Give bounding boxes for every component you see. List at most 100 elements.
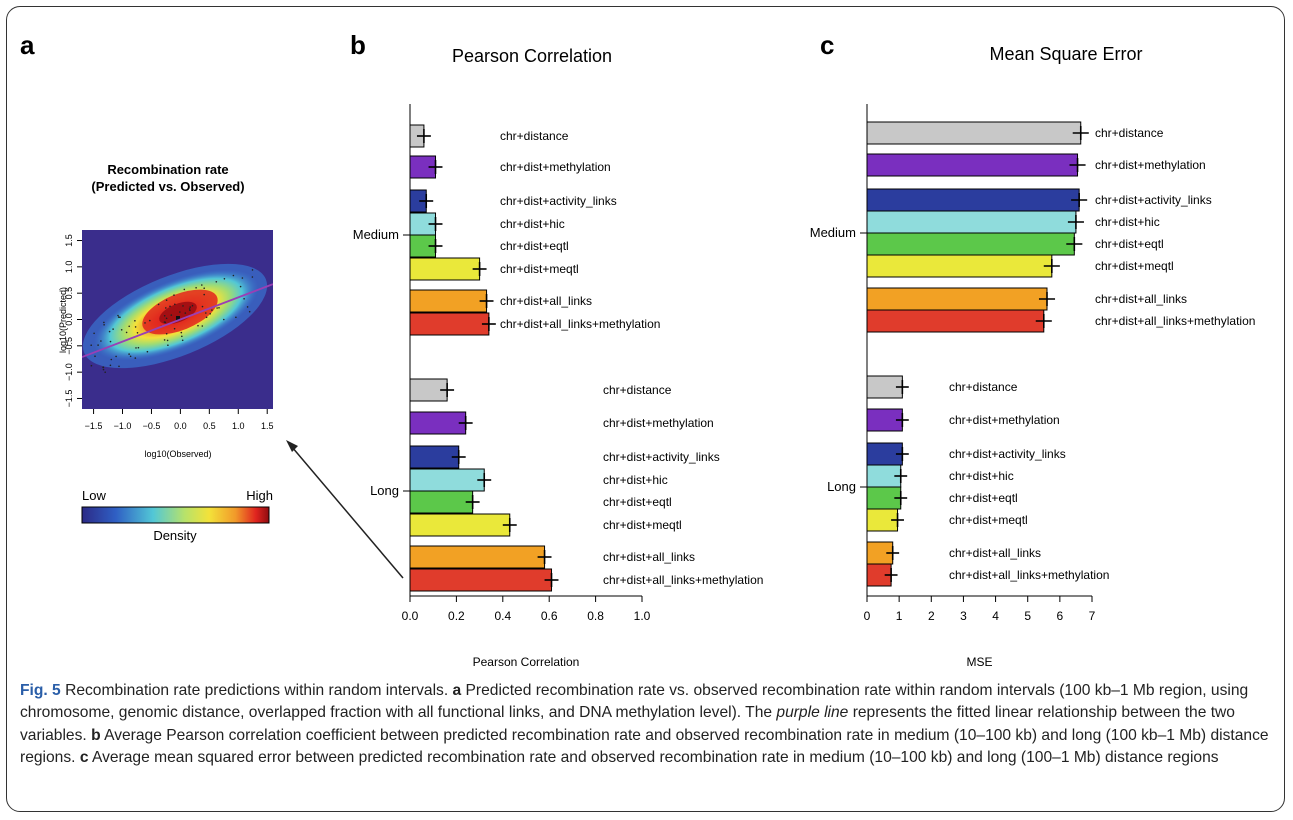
heatmap-dot xyxy=(235,316,237,319)
heatmap-dot xyxy=(136,332,139,334)
bar-label-long-7: chr+dist+all_links+methylation xyxy=(603,573,763,587)
heatmap-dot xyxy=(248,310,251,313)
heatmap-panel: Recombination rate (Predicted vs. Observ… xyxy=(58,162,273,543)
x-tick-label-3: 0.6 xyxy=(541,609,558,623)
heatmap-dot xyxy=(134,320,136,322)
heatmap-dot xyxy=(179,311,181,313)
caption-sentence-2: Predicted recombination rate vs. observe… xyxy=(20,682,1249,722)
bar-long-1 xyxy=(409,411,467,435)
panel-c-title: Mean Square Error xyxy=(989,44,1142,64)
heatmap-dot xyxy=(201,325,204,327)
bar-long-6 xyxy=(409,545,546,569)
heatmap-dot xyxy=(118,365,120,368)
bar-label-medium-0: chr+distance xyxy=(500,129,569,143)
bar-label-medium-1: chr+dist+methylation xyxy=(1095,158,1206,172)
heatmap-dot xyxy=(211,309,213,311)
caption-letter-a: a xyxy=(452,682,462,699)
colorbar-density-label: Density xyxy=(153,528,197,543)
heatmap-dot xyxy=(120,329,123,331)
heatmap-title-line2: (Predicted vs. Observed) xyxy=(91,179,244,194)
bar-medium-6 xyxy=(409,289,488,313)
heatmap-dot xyxy=(100,340,102,342)
colorbar-low-label: Low xyxy=(82,488,106,503)
bar-label-long-4: chr+dist+eqtl xyxy=(949,491,1018,505)
heatmap-dot xyxy=(181,339,184,342)
bar-label-long-2: chr+dist+activity_links xyxy=(949,447,1066,461)
bar-label-medium-6: chr+dist+all_links xyxy=(500,294,592,308)
heatmap-dot xyxy=(180,331,183,334)
heatmap-dot xyxy=(117,314,119,317)
group-label-medium: Medium xyxy=(353,227,399,242)
heatmap-dot xyxy=(129,355,132,358)
heatmap-dot xyxy=(167,344,169,347)
heatmap-title-line1: Recombination rate xyxy=(107,162,228,177)
heatmap-dot xyxy=(201,284,203,286)
heatmap-dot xyxy=(102,366,104,369)
heatmap-dot xyxy=(157,303,160,306)
heatmap-dot xyxy=(109,340,112,343)
heatmap-dot xyxy=(117,316,120,318)
heatmap-dot xyxy=(181,335,183,338)
heatmap-dot xyxy=(93,332,95,335)
heatmap-dot xyxy=(205,312,207,314)
heatmap-dot xyxy=(173,294,175,296)
heatmap-dot xyxy=(137,346,140,349)
heatmap-dot xyxy=(189,309,191,312)
bar-label-medium-7: chr+dist+all_links+methylation xyxy=(500,317,660,331)
bar-medium-4 xyxy=(866,232,1075,256)
x-tick-label-6: 6 xyxy=(1057,609,1064,623)
caption-letter-c: c xyxy=(79,748,89,766)
bar-label-long-2: chr+dist+activity_links xyxy=(603,450,720,464)
heatmap-dot xyxy=(135,347,137,349)
bar-medium-2 xyxy=(866,188,1080,212)
heatmap-y-tick-label-2: −0.5 xyxy=(64,337,74,355)
heatmap-y-tick-label-3: 0.0 xyxy=(64,313,74,326)
heatmap-dot xyxy=(215,281,218,283)
group-label-medium: Medium xyxy=(810,225,856,240)
heatmap-dot xyxy=(103,324,105,326)
heatmap-dot xyxy=(201,305,204,308)
heatmap-dot xyxy=(203,287,205,290)
heatmap-x-tick-label-0: −1.5 xyxy=(85,421,103,431)
bar-label-long-4: chr+dist+eqtl xyxy=(603,495,672,509)
heatmap-dot xyxy=(146,350,149,353)
heatmap-dot xyxy=(209,313,211,315)
bar-label-long-6: chr+dist+all_links xyxy=(949,546,1041,560)
caption-purple-line: purple line xyxy=(776,704,849,722)
bar-long-3 xyxy=(409,468,485,492)
heatmap-dot xyxy=(232,274,235,277)
density-colorbar xyxy=(81,506,270,524)
heatmap-density xyxy=(82,263,273,374)
heatmap-dot xyxy=(102,368,105,371)
x-tick-label-3: 3 xyxy=(960,609,967,623)
heatmap-xlabel: log10(Observed) xyxy=(144,449,211,459)
panel-letter-a: a xyxy=(20,30,35,60)
heatmap-dot xyxy=(188,308,191,310)
bar-label-medium-0: chr+distance xyxy=(1095,126,1164,140)
bar-medium-0 xyxy=(866,121,1082,145)
panel-letter-c: c xyxy=(820,30,834,60)
group-label-long: Long xyxy=(370,483,399,498)
heatmap-dot xyxy=(97,344,99,346)
heatmap-dot xyxy=(197,324,199,327)
heatmap-ylabel: log10(Predicted) xyxy=(58,287,68,353)
heatmap-dot xyxy=(90,344,92,347)
heatmap-y-tick-label-5: 1.0 xyxy=(64,261,74,274)
bar-medium-5 xyxy=(866,254,1053,278)
heatmap-dot xyxy=(128,325,130,328)
heatmap-dot xyxy=(149,319,151,322)
heatmap-axes: −1.5 −1.5 −1.0 −1.0 −0.5 −0.5 0.0 0.0 0.5 0.5 1.0 1… xyxy=(64,234,273,431)
heatmap-dot xyxy=(163,321,166,323)
heatmap-dot xyxy=(125,331,128,334)
mse-bar-chart: 0 1 2 3 4 5 6 7 MSE Medium chr+distance chr+dist+me… xyxy=(810,104,1255,669)
x-tick-label-4: 4 xyxy=(992,609,999,623)
bar-label-long-5: chr+dist+meqtl xyxy=(949,513,1028,527)
x-tick-label-2: 2 xyxy=(928,609,935,623)
heatmap-dot xyxy=(109,364,112,367)
heatmap-dot xyxy=(94,355,96,358)
heatmap-y-tick-label-1: −1.0 xyxy=(64,363,74,381)
heatmap-dot xyxy=(182,305,184,307)
bar-label-long-3: chr+dist+hic xyxy=(603,473,668,487)
bar-label-long-1: chr+dist+methylation xyxy=(949,413,1060,427)
heatmap-dot xyxy=(108,330,111,333)
